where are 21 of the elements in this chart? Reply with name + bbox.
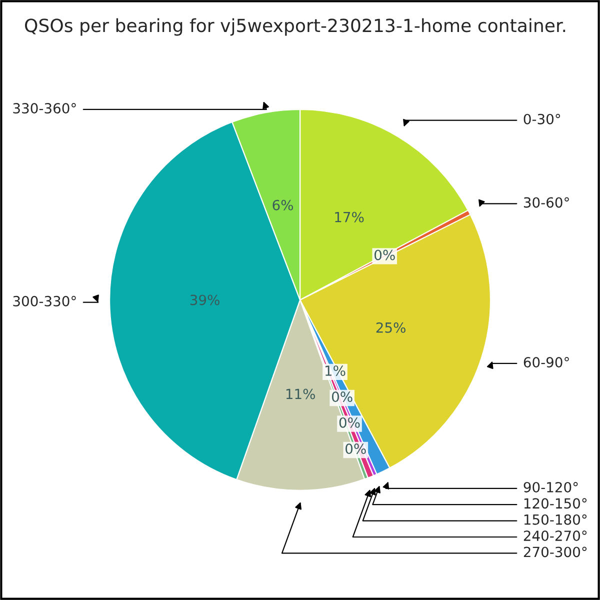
chart-title: QSOs per bearing for vj5wexport-230213-1-home container.	[25, 18, 566, 36]
data-label: 0%	[346, 444, 366, 454]
slice-label: 0-30°	[524, 114, 560, 124]
data-label: 0%	[339, 417, 360, 428]
data-label: 6%	[272, 200, 294, 210]
slice-label: 120-150°	[524, 498, 587, 509]
data-label: 39%	[190, 294, 220, 306]
data-label: 0%	[332, 392, 352, 402]
data-label: 1%	[326, 365, 346, 376]
slice-label: 270-300°	[524, 546, 587, 558]
slice-label: 330-360°	[13, 103, 76, 114]
data-label: 11%	[286, 388, 315, 400]
data-label: 25%	[376, 322, 406, 333]
data-label: 17%	[335, 212, 364, 222]
data-label: 0%	[374, 250, 395, 260]
slice-label: 60-90°	[524, 356, 569, 368]
slice-label: 30-60°	[524, 197, 569, 208]
slice-label: 90-120°	[524, 482, 578, 492]
slice-label: 300-330°	[13, 296, 76, 306]
slice-label: 240-270°	[524, 530, 587, 542]
slice-label: 150-180°	[524, 514, 587, 525]
